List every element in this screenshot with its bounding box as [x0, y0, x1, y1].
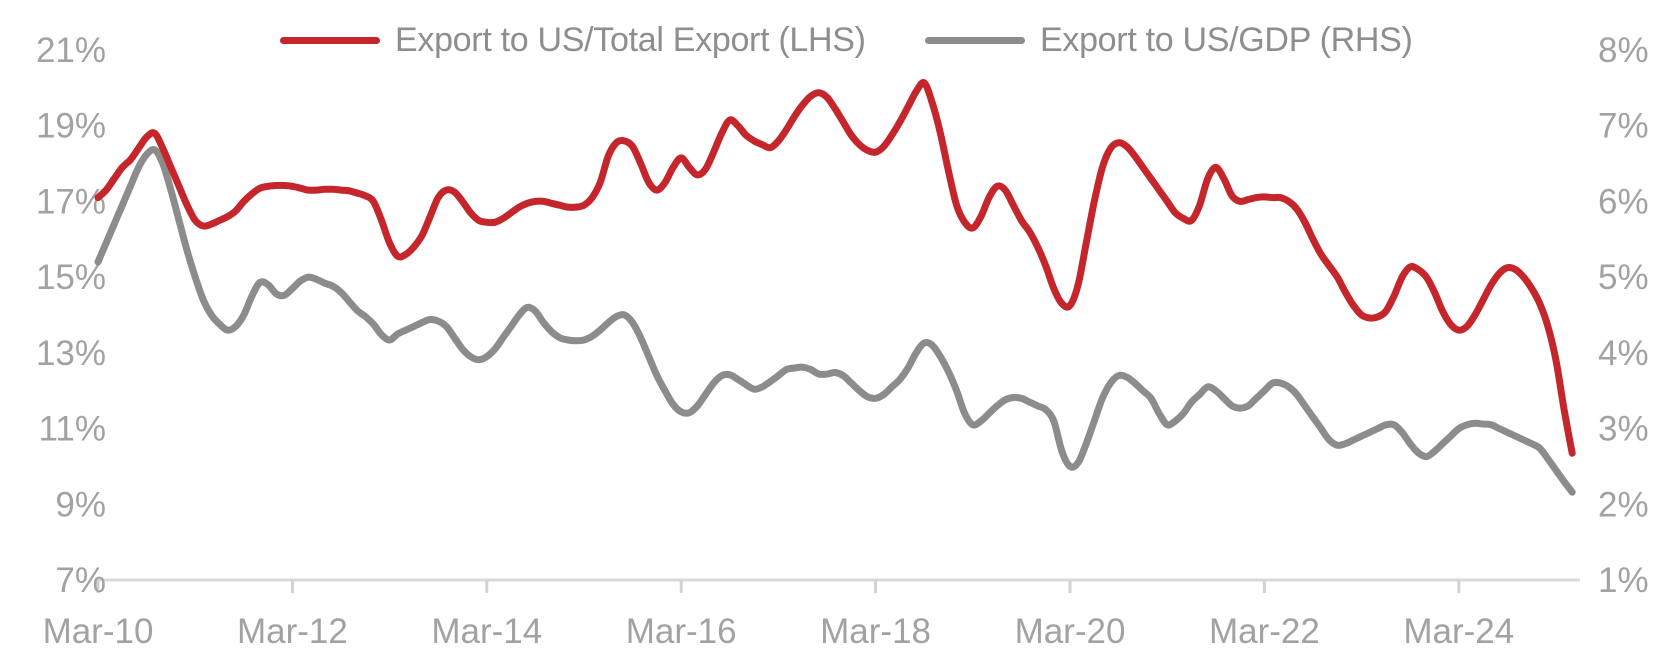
- y-axis-right-label: 8%: [1598, 31, 1649, 70]
- y-axis-left-label: 21%: [36, 31, 106, 70]
- y-axis-left-label: 7%: [55, 561, 106, 600]
- x-axis-label: Mar-10: [43, 612, 154, 648]
- y-axis-left-label: 9%: [55, 485, 106, 524]
- y-axis-right-label: 2%: [1598, 485, 1649, 524]
- y-axis-left-label: 11%: [39, 410, 106, 449]
- y-axis-left-label: 13%: [36, 334, 106, 373]
- series-line-export-total: [94, 79, 1576, 457]
- y-axis-left-label: 15%: [36, 258, 106, 297]
- x-axis-label: Mar-14: [431, 612, 542, 648]
- y-axis-right-label: 5%: [1598, 258, 1649, 297]
- y-axis-right-label: 1%: [1598, 561, 1649, 600]
- y-axis-left-label: 19%: [36, 107, 106, 146]
- y-axis-right-label: 7%: [1598, 107, 1649, 146]
- x-axis-label: Mar-20: [1015, 612, 1126, 648]
- y-axis-right-label: 6%: [1598, 182, 1649, 221]
- y-axis-right-label: 3%: [1598, 410, 1649, 449]
- x-axis-label: Mar-24: [1403, 612, 1514, 648]
- x-axis-label: Mar-12: [237, 612, 348, 648]
- series-line-export-gdp: [94, 146, 1576, 496]
- y-axis-left-label: 17%: [36, 182, 106, 221]
- x-axis-label: Mar-22: [1209, 612, 1320, 648]
- y-axis-right-label: 4%: [1598, 334, 1649, 373]
- x-axis-label: Mar-18: [820, 612, 931, 648]
- x-axis-label: Mar-16: [626, 612, 737, 648]
